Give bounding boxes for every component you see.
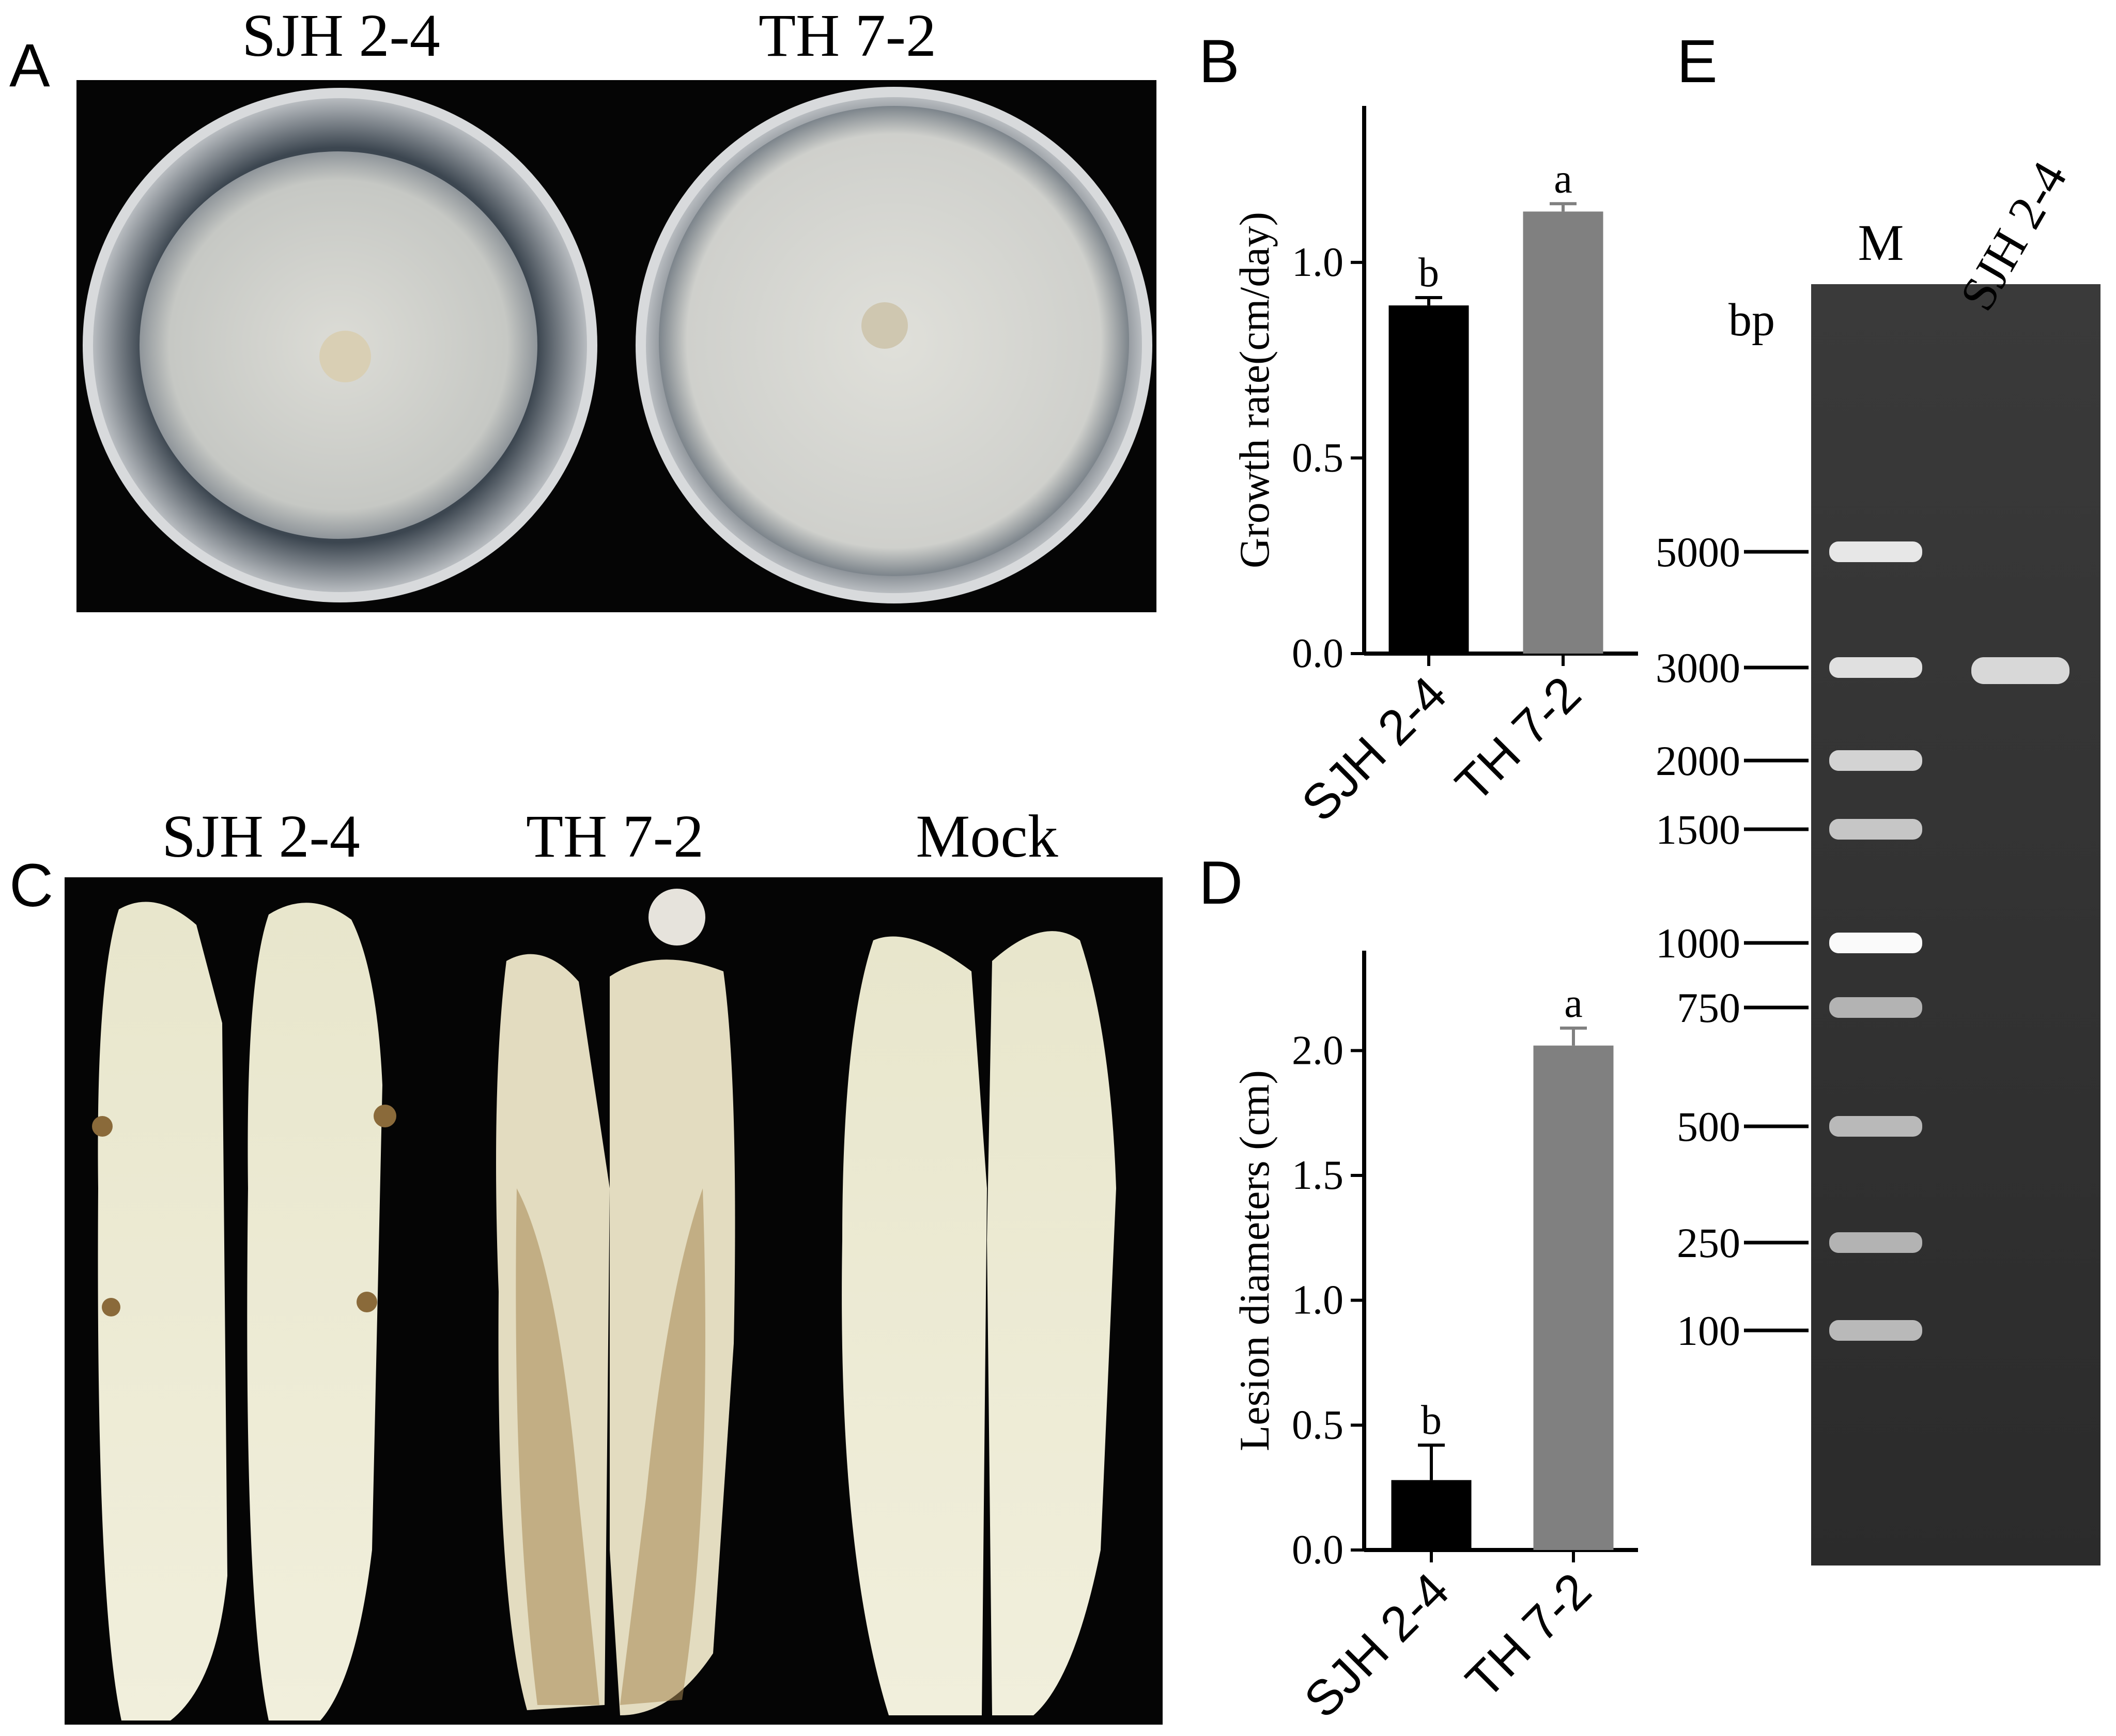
- panel-letter-c: C: [9, 851, 54, 920]
- chart-lesion-diameter: 0.0 0.5 1.0 1.5 2.0 Lesion diameters (cm) b SJH…: [1231, 951, 1638, 1728]
- significance-letter: b: [1421, 1398, 1442, 1443]
- y-tick-label: 1.0: [1292, 240, 1343, 285]
- x-category-label: SJH 2-4: [1294, 1562, 1460, 1728]
- y-tick-label: 0.0: [1292, 1527, 1343, 1573]
- ladder-label-1000: 1000: [1656, 920, 1740, 967]
- sample-label-sjh: SJH 2-4: [162, 802, 360, 870]
- ladder-band-5000: [1829, 541, 1922, 562]
- y-tick-label: 0.5: [1292, 435, 1343, 481]
- y-axis-title: Lesion diameters (cm): [1231, 1070, 1278, 1451]
- ladder-label-5000: 5000: [1656, 529, 1740, 576]
- ladder-label-1500: 1500: [1656, 806, 1740, 853]
- ladder-label-2000: 2000: [1656, 737, 1740, 784]
- ladder-label-500: 500: [1677, 1103, 1740, 1150]
- ladder-label-100: 100: [1677, 1307, 1740, 1354]
- chart-growth-rate: 0.0 0.5 1.0 Growth rate(cm/day) b SJH 2-4 a TH …: [1231, 106, 1638, 832]
- ladder-label-250: 250: [1677, 1219, 1740, 1266]
- root-photo: [65, 877, 1163, 1725]
- ladder-band-750: [1829, 997, 1922, 1018]
- bar-1: [1523, 211, 1603, 654]
- ladder-band-3000: [1829, 657, 1922, 678]
- y-tick-label: 1.5: [1292, 1153, 1343, 1198]
- ladder-band-250: [1829, 1232, 1922, 1253]
- plate-label-th: TH 7-2: [758, 2, 937, 69]
- significance-letter: a: [1564, 981, 1583, 1026]
- bar-0: [1388, 305, 1469, 654]
- y-tick-label: 1.0: [1292, 1278, 1343, 1323]
- y-tick-label: 0.5: [1292, 1402, 1343, 1448]
- bar-1: [1533, 1045, 1614, 1550]
- y-tick-label: 0.0: [1292, 631, 1343, 676]
- ladder-band-1000: [1829, 933, 1922, 953]
- panel-letter-e: E: [1677, 27, 1718, 96]
- sample-label-th: TH 7-2: [526, 802, 704, 870]
- y-axis-title: Growth rate(cm/day): [1231, 212, 1278, 568]
- bar-0: [1391, 1480, 1472, 1550]
- ladder-label-750: 750: [1677, 984, 1740, 1031]
- gel-unit-label: bp: [1728, 295, 1775, 346]
- x-category-label: TH 7-2: [1456, 1562, 1602, 1709]
- panel-letter-a: A: [9, 32, 50, 100]
- ladder-band-1500: [1829, 819, 1922, 840]
- ladder-band-2000: [1829, 750, 1922, 771]
- sample-label-mock: Mock: [916, 802, 1058, 870]
- panel-letter-d: D: [1199, 849, 1243, 917]
- panel-letter-b: B: [1199, 27, 1240, 96]
- significance-letter: a: [1554, 156, 1572, 202]
- sample-band: [1971, 657, 2069, 684]
- ladder-ticks: 5000 3000 2000 1500 1000 750 500 250 100: [1656, 529, 1809, 1354]
- x-category-label: SJH 2-4: [1291, 666, 1457, 832]
- y-tick-label: 2.0: [1292, 1028, 1343, 1073]
- ladder-label-3000: 3000: [1656, 644, 1740, 691]
- ladder: [1829, 541, 1922, 1341]
- ladder-band-500: [1829, 1116, 1922, 1137]
- significance-letter: b: [1418, 250, 1439, 296]
- gel-image: [1811, 284, 2100, 1566]
- x-category-label: TH 7-2: [1445, 666, 1592, 812]
- plate-label-sjh: SJH 2-4: [242, 2, 440, 69]
- ladder-band-100: [1829, 1320, 1922, 1341]
- plate-photo: [76, 80, 1156, 612]
- gel-lane-marker: M: [1858, 214, 1904, 271]
